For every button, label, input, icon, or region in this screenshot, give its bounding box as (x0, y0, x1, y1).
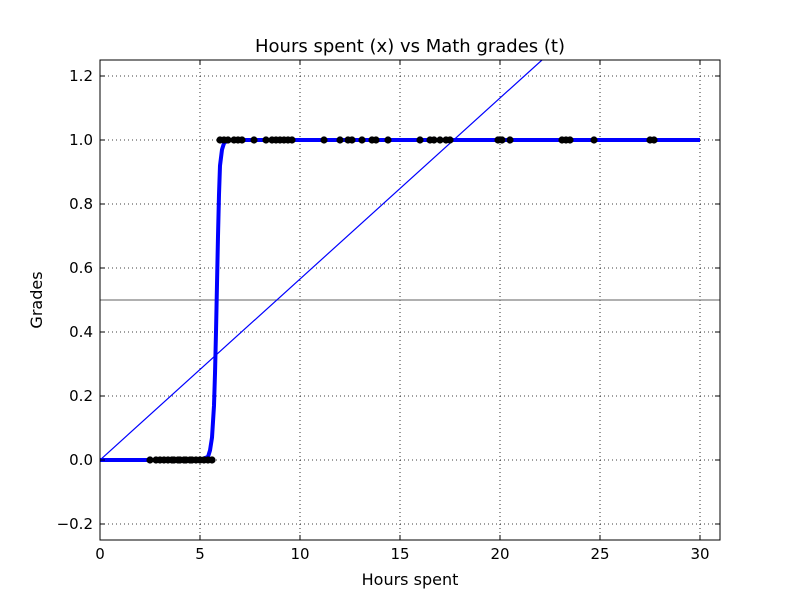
y-tick-label: −0.2 (57, 515, 93, 533)
tick-labels: 0 5 10 15 20 25 30 −0.2 0.0 0.2 0.4 0.6 0.8 1.0 1.2 (57, 67, 710, 563)
data-point (224, 136, 232, 144)
data-point (208, 456, 216, 464)
axis-ticks (99, 60, 720, 540)
y-tick-label: 1.0 (69, 131, 93, 149)
x-tick-label: 10 (290, 545, 309, 563)
data-point (650, 136, 658, 144)
x-tick-label: 0 (95, 545, 105, 563)
data-point (146, 456, 154, 464)
y-tick-label: 0.6 (69, 259, 93, 277)
x-axis-label: Hours spent (362, 570, 459, 589)
x-tick-label: 15 (390, 545, 409, 563)
plot-area (100, 60, 720, 464)
data-point (372, 136, 380, 144)
x-tick-label: 30 (690, 545, 709, 563)
y-tick-label: 0.2 (69, 387, 93, 405)
data-point (336, 136, 344, 144)
data-point (566, 136, 574, 144)
data-point (250, 136, 258, 144)
data-points (146, 136, 658, 464)
plot-frame (99, 59, 721, 541)
data-point (238, 136, 246, 144)
data-point (358, 136, 366, 144)
data-point (430, 136, 438, 144)
data-point (320, 136, 328, 144)
data-point (384, 136, 392, 144)
data-point (590, 136, 598, 144)
x-tick-label: 5 (195, 545, 205, 563)
data-point (498, 136, 506, 144)
chart-title: Hours spent (x) vs Math grades (t) (255, 36, 565, 57)
data-point (436, 136, 444, 144)
y-tick-label: 0.4 (69, 323, 93, 341)
data-point (262, 136, 270, 144)
linear-fit-line (100, 60, 543, 461)
x-tick-label: 20 (490, 545, 509, 563)
data-point (348, 136, 356, 144)
data-point (416, 136, 424, 144)
y-tick-label: 1.2 (69, 67, 93, 85)
y-tick-label: 0.8 (69, 195, 93, 213)
data-point (288, 136, 296, 144)
data-point (446, 136, 454, 144)
x-tick-label: 25 (590, 545, 609, 563)
y-tick-label: 0.0 (69, 451, 93, 469)
data-point (506, 136, 514, 144)
y-axis-label: Grades (27, 271, 46, 328)
